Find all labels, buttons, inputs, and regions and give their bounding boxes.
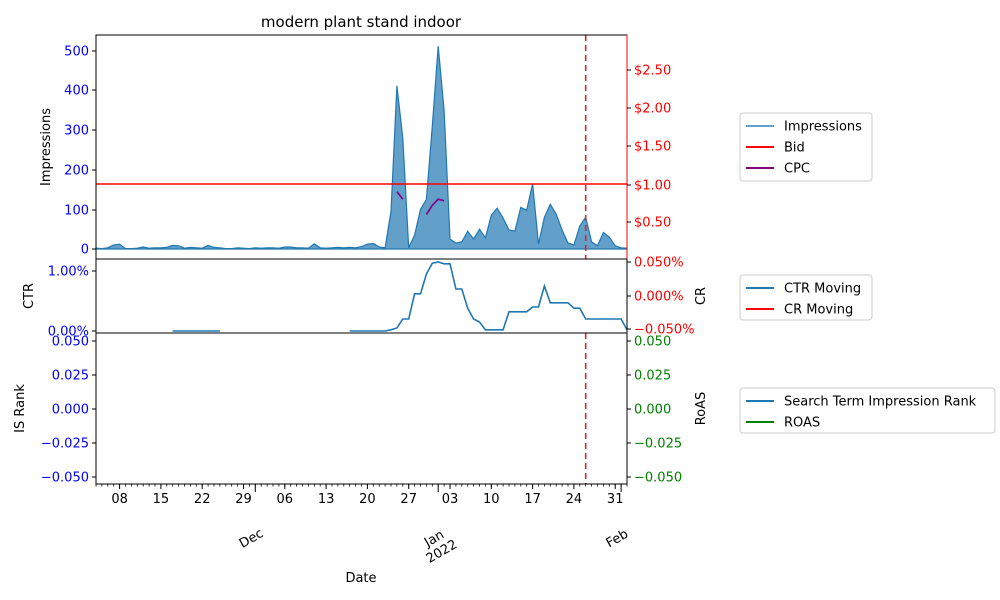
y-left-tick-label: −0.025 xyxy=(41,437,89,452)
x-month-label: Jan2022 xyxy=(416,524,460,567)
series-cpc-segment-0 xyxy=(396,191,404,200)
y-left-tick-label: 0 xyxy=(81,243,89,258)
legend: CTR Moving CR Moving xyxy=(739,274,873,321)
panel-top: 0 100 200 300 400 500 $0.50 $1.00 $1.50 $2.00 $2.5… xyxy=(39,34,873,260)
y-right-tick-label: $2.50 xyxy=(634,64,671,79)
y-left-tick-label: 0.025 xyxy=(52,369,89,384)
y-right-tick-label: $0.50 xyxy=(634,216,671,231)
legend-label: CR Moving xyxy=(784,303,853,318)
x-tick-label: 29 xyxy=(235,492,252,507)
y-right-tick-label: 0.000% xyxy=(634,290,684,305)
y-right-tick-label: 0.050% xyxy=(634,256,684,271)
y-left-tick-label: 300 xyxy=(64,124,89,139)
x-tick-label: 31 xyxy=(607,492,624,507)
x-tick-label: 08 xyxy=(111,492,128,507)
legend-label: ROAS xyxy=(784,416,820,431)
x-tick-label: 13 xyxy=(318,492,335,507)
legend-label: CPC xyxy=(784,162,810,177)
y-left-tick-label: 200 xyxy=(64,164,89,179)
y-left-tick-label: −0.050 xyxy=(41,471,89,486)
panel-bottom: −0.050 −0.025 0.000 0.025 0.050 −0.050 −0.025 0… xyxy=(13,332,996,486)
legend-label: Impressions xyxy=(784,120,862,135)
x-tick-label: 03 xyxy=(442,492,459,507)
legend-label: Bid xyxy=(784,141,805,156)
y-left-tick-label: 0.000 xyxy=(52,403,89,418)
y-left-axis-label: CTR xyxy=(22,283,37,309)
y-right-tick-label: 0.025 xyxy=(634,369,671,384)
legend-box xyxy=(739,387,996,434)
x-tick-label: 17 xyxy=(524,492,541,507)
y-left-tick-label: 1.00% xyxy=(48,265,89,280)
y-left-tick-label: 0.00% xyxy=(48,325,89,340)
y-right-tick-label: −0.050 xyxy=(634,471,682,486)
series-cpc-segment-1 xyxy=(425,198,445,215)
x-tick-label: 15 xyxy=(153,492,170,507)
y-left-tick-label: 500 xyxy=(64,45,89,60)
x-month-label: Dec xyxy=(237,526,266,552)
legend-label: Search Term Impression Rank xyxy=(784,395,977,410)
y-left-tick-label: 400 xyxy=(64,84,89,99)
y-right-tick-label: $2.00 xyxy=(634,102,671,117)
x-month-label-line: Feb xyxy=(604,527,631,552)
x-axis-label: Date xyxy=(345,571,376,586)
legend-label: CTR Moving xyxy=(784,282,861,297)
x-tick-label: 10 xyxy=(483,492,500,507)
y-left-axis-label: IS Rank xyxy=(13,384,28,433)
y-right-tick-label: 0.050 xyxy=(634,335,671,350)
x-month-label: Feb xyxy=(604,527,631,552)
panel-frame xyxy=(95,332,628,485)
y-right-axis-label: RoAS xyxy=(694,392,709,426)
panel-middle: 0.00% 1.00% −0.050% 0.000% 0.050% CTR CR CTR Mo… xyxy=(22,256,873,340)
legend: Search Term Impression Rank ROAS xyxy=(739,387,996,434)
x-tick-label: 06 xyxy=(277,492,294,507)
x-tick-label: 22 xyxy=(194,492,211,507)
series-ctr-moving-segment-1 xyxy=(349,261,628,332)
y-right-tick-label: $1.00 xyxy=(634,179,671,194)
x-tick-label: 20 xyxy=(359,492,376,507)
y-left-tick-label: 100 xyxy=(64,204,89,219)
y-left-axis-label: Impressions xyxy=(39,108,54,186)
y-right-tick-label: −0.025 xyxy=(634,437,682,452)
chart-title: modern plant stand indoor xyxy=(261,13,462,31)
x-tick-label: 24 xyxy=(566,492,583,507)
y-right-tick-label: 0.000 xyxy=(634,403,671,418)
x-month-label-line: Dec xyxy=(237,526,266,552)
x-tick-label: 27 xyxy=(400,492,417,507)
x-axis: 08 15 22 29 06 13 20 27 03 10 17 24 31 Dec Jan2022 Feb xyxy=(95,484,631,567)
y-right-tick-label: $1.50 xyxy=(634,140,671,155)
series-impressions-area xyxy=(95,46,628,250)
y-right-axis-label: CR xyxy=(694,287,709,305)
y-right-tick-label: −0.050% xyxy=(634,323,694,338)
legend: Impressions Bid CPC xyxy=(739,112,873,182)
y-left-tick-label: 0.050 xyxy=(52,335,89,350)
legend-box xyxy=(739,112,873,182)
